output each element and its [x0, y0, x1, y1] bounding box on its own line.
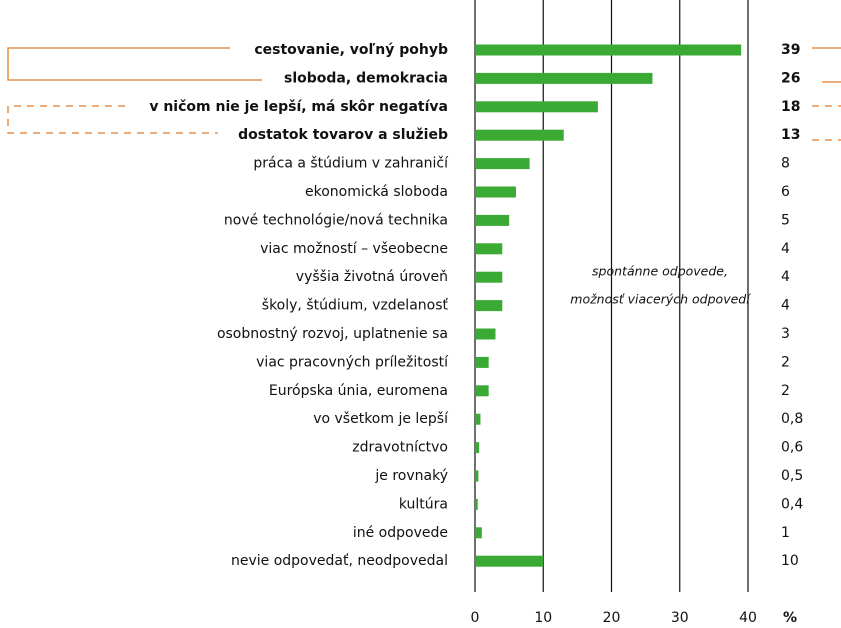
value-label: 3 [781, 326, 790, 342]
brackets [7, 47, 841, 141]
category-label: ekonomická sloboda [305, 184, 448, 200]
bar [475, 328, 496, 340]
value-label: 8 [781, 156, 790, 172]
category-label: zdravotníctvo [352, 440, 448, 456]
bar [475, 271, 503, 283]
category-label: cestovanie, voľný pohyb [254, 42, 448, 58]
bar [475, 186, 516, 198]
annotation: možnosť viacerých odpovedí [570, 292, 751, 307]
category-label: viac pracovných príležitostí [256, 354, 449, 370]
category-label: iné odpovede [353, 525, 448, 541]
bar [475, 385, 489, 397]
bar [475, 129, 564, 141]
value-label: 0,4 [781, 496, 803, 512]
value-label: 0,8 [781, 411, 803, 427]
value-label: 10 [781, 553, 799, 569]
bar [475, 498, 478, 510]
dashed-bracket [7, 105, 218, 134]
bar [475, 470, 479, 482]
category-label: dostatok tovarov a služieb [238, 127, 448, 143]
value-label: 1 [781, 525, 790, 541]
bar [475, 300, 503, 312]
category-label: viac možností – všeobecne [260, 241, 448, 257]
x-tick-label: 40 [739, 610, 757, 626]
value-label: 4 [781, 241, 790, 257]
category-label: sloboda, demokracia [284, 70, 448, 86]
category-label: osobnostný rozvoj, uplatnenie sa [217, 326, 448, 342]
solid-bracket [7, 47, 262, 81]
bar [475, 101, 598, 113]
value-label: 6 [781, 184, 790, 200]
bar [475, 527, 482, 539]
x-tick-label: 30 [671, 610, 689, 626]
category-label: v ničom nie je lepší, má skôr negatíva [149, 99, 448, 115]
category-label: nevie odpovedať, neodpovedal [231, 553, 448, 569]
bar [475, 555, 544, 567]
value-label: 2 [781, 354, 790, 370]
value-label: 4 [781, 269, 790, 285]
value-label: 5 [781, 212, 790, 228]
x-axis-label: % [783, 610, 797, 626]
x-tick-label: 20 [603, 610, 621, 626]
category-label: vo všetkom je lepší [313, 411, 449, 427]
value-label: 4 [781, 298, 790, 314]
category-label: vyššia životná úroveň [296, 269, 448, 285]
bar [475, 413, 481, 425]
bar [475, 158, 530, 170]
x-tick-label: 10 [534, 610, 552, 626]
value-label: 18 [781, 99, 800, 115]
category-label: práca a štúdium v zahraničí [253, 156, 449, 172]
bar [475, 44, 742, 56]
value-label: 39 [781, 42, 800, 58]
category-label: školy, štúdium, vzdelanosť [262, 298, 449, 314]
value-label: 0,5 [781, 468, 803, 484]
annotation: spontánne odpovede, [592, 264, 728, 279]
category-label: je rovnaký [374, 468, 448, 484]
category-label: kultúra [399, 496, 448, 512]
bar [475, 243, 503, 255]
bar [475, 214, 510, 226]
bar [475, 72, 653, 84]
x-tick-label: 0 [471, 610, 480, 626]
bar [475, 356, 489, 368]
value-label: 13 [781, 127, 800, 143]
bar [475, 442, 480, 454]
value-label: 2 [781, 383, 790, 399]
category-label: nové technológie/nová technika [224, 212, 448, 228]
category-label: Európska únia, euromena [269, 383, 448, 399]
value-label: 26 [781, 70, 800, 86]
value-label: 0,6 [781, 440, 803, 456]
